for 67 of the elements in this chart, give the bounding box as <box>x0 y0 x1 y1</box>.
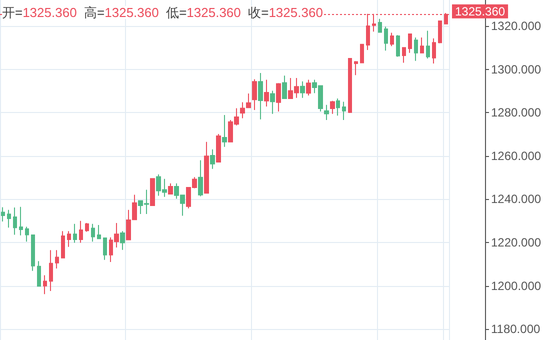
candlestick <box>432 38 436 64</box>
candlestick <box>342 101 346 120</box>
candlestick <box>13 206 17 236</box>
candlestick <box>324 104 329 120</box>
candlestick <box>252 78 257 111</box>
annotation: 开=1325.360 <box>2 5 77 20</box>
candlestick <box>210 148 215 170</box>
candlestick <box>49 250 53 292</box>
candlestick <box>25 226 29 242</box>
candlestick <box>91 223 95 242</box>
annotation: 高=1325.360 <box>84 5 159 20</box>
candlestick <box>198 160 203 197</box>
candlestick <box>408 34 412 54</box>
candlestick <box>414 36 418 62</box>
annotation: 收=1325.360 <box>248 5 323 20</box>
ref-line-label: 1325.360 <box>455 4 506 18</box>
candlestick <box>282 75 287 100</box>
y-tick-label: 1280.000 <box>491 106 542 120</box>
annotation: 低=1325.360 <box>166 5 241 20</box>
candlestick <box>402 47 406 64</box>
candlestick <box>420 36 424 54</box>
candlestick <box>354 60 358 76</box>
y-tick-label: 1220.000 <box>491 236 542 250</box>
candlestick <box>246 93 251 108</box>
candlestick <box>61 230 65 258</box>
candlestick <box>264 79 269 108</box>
candlestick <box>306 79 311 96</box>
candlestick <box>55 250 59 270</box>
candlestick <box>204 141 209 194</box>
candlestick <box>73 223 77 244</box>
candlestick <box>438 20 442 44</box>
candlestick <box>97 224 101 240</box>
candlestick <box>222 114 227 148</box>
candlestick <box>43 274 47 295</box>
y-tick-label: 1200.000 <box>491 278 542 293</box>
y-tick-label: 1260.000 <box>491 148 542 163</box>
candlestick <box>1 206 5 222</box>
candlestick <box>426 30 430 59</box>
candlestick <box>258 72 263 120</box>
candlestick <box>240 102 245 119</box>
candlestick <box>120 230 125 250</box>
candlestick <box>150 178 155 206</box>
candlestick <box>216 134 221 162</box>
candlestick <box>85 222 89 232</box>
candlestick <box>270 90 275 114</box>
candlestick <box>390 32 394 47</box>
candlestick <box>336 98 340 116</box>
candlestick <box>37 260 41 287</box>
candlestick <box>360 44 364 64</box>
candlestick <box>300 80 305 98</box>
candlestick <box>79 220 83 244</box>
y-tick-label: 1180.000 <box>491 322 540 336</box>
candlestick <box>348 58 352 114</box>
candlestick <box>378 18 382 33</box>
candlestick <box>67 230 71 248</box>
y-tick-label: 1320.000 <box>491 18 542 33</box>
candlestick <box>103 238 107 260</box>
candlestick <box>168 182 173 195</box>
candlestick <box>330 100 335 114</box>
candlestick <box>384 26 388 52</box>
candlestick <box>396 34 400 58</box>
candlestick <box>276 82 281 112</box>
y-tick-label: 1300.000 <box>491 62 542 76</box>
candlestick <box>19 206 23 236</box>
candlestick <box>31 234 35 272</box>
candlestick <box>7 209 11 228</box>
y-tick-label: 1240.000 <box>491 192 542 206</box>
